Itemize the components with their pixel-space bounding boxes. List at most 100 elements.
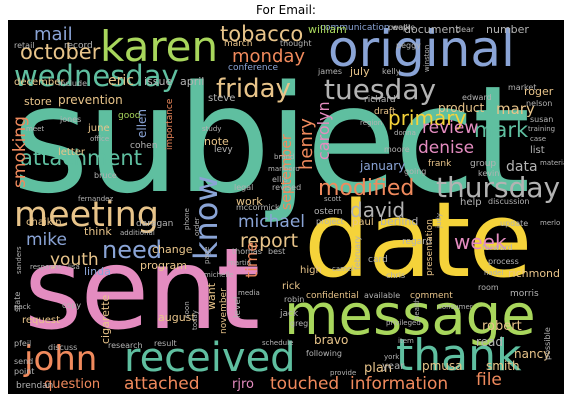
word-pmusa: pmusa (422, 359, 463, 373)
word-plan: plan (364, 361, 393, 376)
word-kevin: kevin (478, 169, 500, 178)
word-order: order (193, 217, 201, 236)
word-march: march (224, 39, 253, 49)
word-conference: conference (228, 63, 279, 73)
word-high: high (300, 265, 322, 276)
word-david: david (350, 198, 406, 222)
word-work: work (236, 195, 263, 208)
word-greg: greg (290, 319, 309, 328)
word-pack: pack (14, 303, 31, 311)
word-want: want (205, 282, 218, 310)
word-result: result (154, 339, 177, 348)
word-kelly: kelly (382, 67, 401, 76)
word-michael: michael (238, 212, 306, 232)
word-august: august (158, 311, 196, 324)
word-youth: youth (50, 250, 99, 270)
word-need: need (102, 236, 162, 264)
word-michelle: michelle (204, 271, 234, 279)
word-possible: possible (543, 327, 552, 360)
word-hadel: hadel (484, 269, 504, 277)
word-additional: additional (120, 229, 155, 237)
word-richmond: richmond (508, 267, 560, 280)
word-smith: smith (486, 359, 520, 373)
word-page: page (203, 246, 211, 264)
word-regard: regard (402, 237, 432, 247)
word-steve: steve (208, 93, 236, 104)
word-discussion: discussion (488, 197, 530, 206)
word-eric: eric (108, 73, 134, 89)
word-jones: jones (60, 115, 82, 124)
word-message: message (284, 283, 536, 348)
word-january: january (360, 159, 406, 173)
word-following: following (306, 349, 342, 358)
word-fernandez: fernandez (78, 195, 114, 203)
word-july: july (350, 65, 370, 78)
word-robin: robin (284, 295, 305, 304)
word-program: program (140, 259, 187, 272)
word-item: item (398, 337, 414, 345)
word-report: report (240, 230, 299, 252)
word-list: list (530, 145, 545, 156)
word-tobacco: tobacco (220, 22, 304, 46)
word-merlo: merlo (540, 219, 561, 227)
word-mike: mike (26, 230, 67, 250)
word-mark: mark (474, 118, 529, 142)
word-today: today (191, 310, 199, 330)
word-file: file (476, 370, 502, 390)
word-levy: levy (214, 145, 233, 155)
word-friday: friday (216, 74, 291, 104)
word-provide: provide (330, 369, 357, 377)
word-number: number (486, 23, 529, 36)
word-revised: revised (272, 183, 302, 192)
word-mary: mary (496, 100, 535, 118)
word-nelson: nelson (526, 99, 553, 108)
word-john: john (24, 339, 98, 379)
word-confidential: confidential (306, 291, 359, 301)
word-office: office (90, 135, 110, 143)
word-sent: sent (24, 225, 260, 355)
word-martin: martin (228, 259, 252, 267)
word-date: date (304, 179, 533, 301)
word-sanders: sanders (15, 246, 23, 274)
word-june: june (88, 123, 110, 134)
word-training: training (528, 125, 556, 133)
word-comment: comment (410, 291, 453, 301)
chart-title: For Email: (256, 3, 316, 17)
word-process: process (488, 257, 519, 266)
word-paul: paul (352, 217, 374, 228)
word-best: best (268, 247, 286, 256)
word-health: health (413, 297, 421, 320)
word-thought: thought (280, 39, 312, 48)
word-james: james (318, 67, 343, 76)
word-product: product (438, 101, 485, 115)
word-november: november (219, 288, 229, 334)
word-data: data (506, 159, 538, 175)
word-mccormick: mccormick (236, 203, 280, 212)
word-october: october (20, 40, 101, 64)
word-store: store (24, 95, 52, 108)
word-consumer: consumer (438, 303, 473, 311)
word-karen: karen (100, 22, 219, 71)
word-point: point (14, 367, 35, 376)
word-think: think (84, 225, 112, 238)
word-material: material (540, 159, 564, 167)
word-prevention: prevention (58, 93, 123, 107)
word-draft: draft (374, 107, 396, 117)
word-bruce: bruce (94, 171, 117, 180)
word-frank: frank (428, 159, 452, 169)
word-peggy: peggy (396, 41, 421, 50)
word-market: market (508, 83, 537, 92)
word-ostern: ostern (314, 207, 343, 217)
word-media: media (238, 289, 260, 297)
word-read: read (476, 335, 504, 349)
word-project: project (316, 217, 344, 226)
word-camel: camel (332, 265, 354, 273)
word-copy: copy (62, 301, 82, 310)
word-discuss: discuss (48, 343, 78, 352)
word-touched: touched (270, 374, 340, 394)
word-cigarette: cigarette (99, 294, 112, 344)
word-february: february (353, 235, 362, 270)
word-primary: primary (388, 106, 467, 130)
word-card: card (368, 255, 388, 265)
word-donna: donna (394, 129, 416, 137)
